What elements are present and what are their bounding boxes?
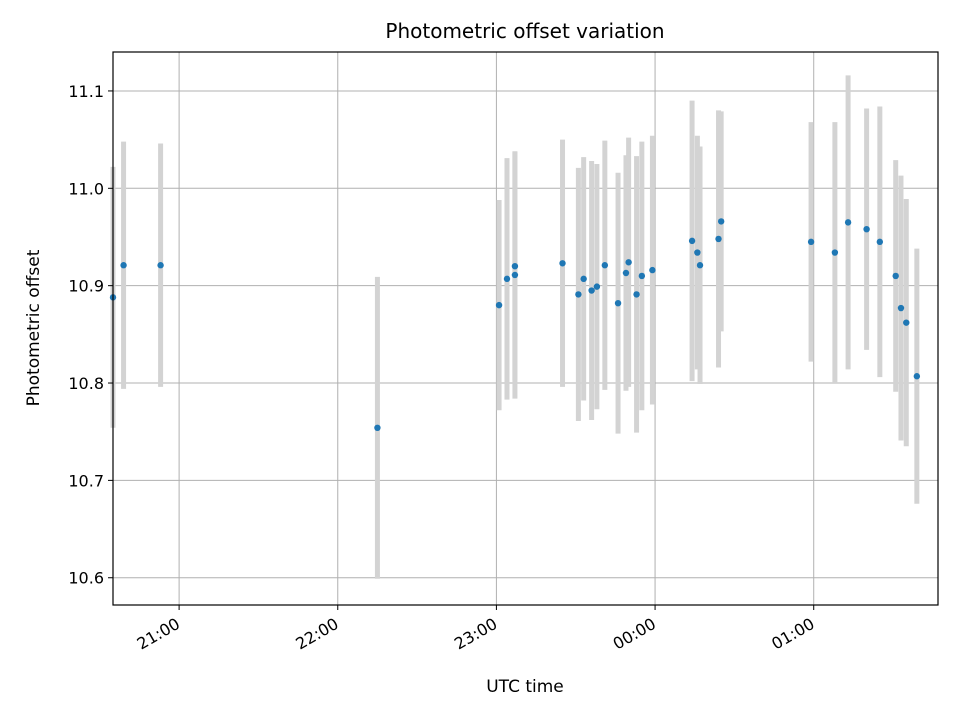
- data-point: [495, 301, 503, 309]
- y-tick-label: 11.1: [68, 82, 104, 101]
- data-point: [374, 424, 381, 432]
- y-axis-label: Photometric offset: [24, 249, 44, 406]
- y-tick-label: 11.0: [68, 179, 104, 198]
- data-point: [892, 272, 899, 280]
- error-bars: [110, 75, 920, 579]
- y-tick-label: 10.9: [68, 277, 104, 296]
- data-point: [717, 218, 725, 225]
- data-point: [844, 219, 852, 226]
- data-point: [622, 269, 630, 277]
- data-point: [580, 275, 587, 283]
- data-point: [694, 249, 701, 256]
- x-tick-label: 23:00: [451, 614, 500, 654]
- x-tick-label: 21:00: [134, 614, 183, 654]
- data-point: [903, 319, 910, 326]
- plot-frame: [112, 51, 939, 606]
- y-tick-label: 10.8: [68, 374, 104, 393]
- data-point: [575, 291, 582, 298]
- data-point: [601, 262, 609, 269]
- chart-title: Photometric offset variation: [385, 19, 664, 43]
- data-point: [807, 238, 815, 246]
- data-point: [638, 272, 646, 280]
- data-point: [559, 260, 566, 267]
- data-point: [649, 266, 656, 274]
- y-tick-label: 10.7: [68, 471, 104, 490]
- data-point: [120, 262, 127, 269]
- data-point: [831, 249, 839, 256]
- grid: [113, 52, 938, 605]
- data-point: [715, 235, 722, 243]
- data-point: [511, 262, 519, 270]
- data-point: [503, 275, 511, 283]
- data-point: [614, 299, 622, 307]
- x-axis-label: UTC time: [486, 677, 564, 697]
- x-tick-label: 01:00: [768, 614, 817, 654]
- x-tick-label: 00:00: [610, 614, 659, 654]
- data-point: [913, 373, 921, 380]
- data-point: [688, 237, 696, 245]
- data-point: [593, 283, 601, 290]
- data-point: [511, 271, 519, 279]
- data-point: [876, 238, 884, 246]
- data-point: [696, 262, 704, 269]
- data-point: [633, 291, 640, 298]
- data-point: [863, 225, 870, 233]
- x-tick-label: 22:00: [292, 614, 341, 654]
- data-point: [157, 262, 164, 269]
- x-axis-ticks: 21:00 22:00 23:00 00:00 01:00: [134, 605, 818, 654]
- data-point: [588, 287, 595, 294]
- data-points: [109, 218, 921, 432]
- data-point: [897, 304, 905, 312]
- data-point: [625, 259, 632, 266]
- y-axis-ticks: 10.6 10.7 10.8 10.9 11.0 11.1: [68, 82, 113, 588]
- y-tick-label: 10.6: [68, 569, 104, 588]
